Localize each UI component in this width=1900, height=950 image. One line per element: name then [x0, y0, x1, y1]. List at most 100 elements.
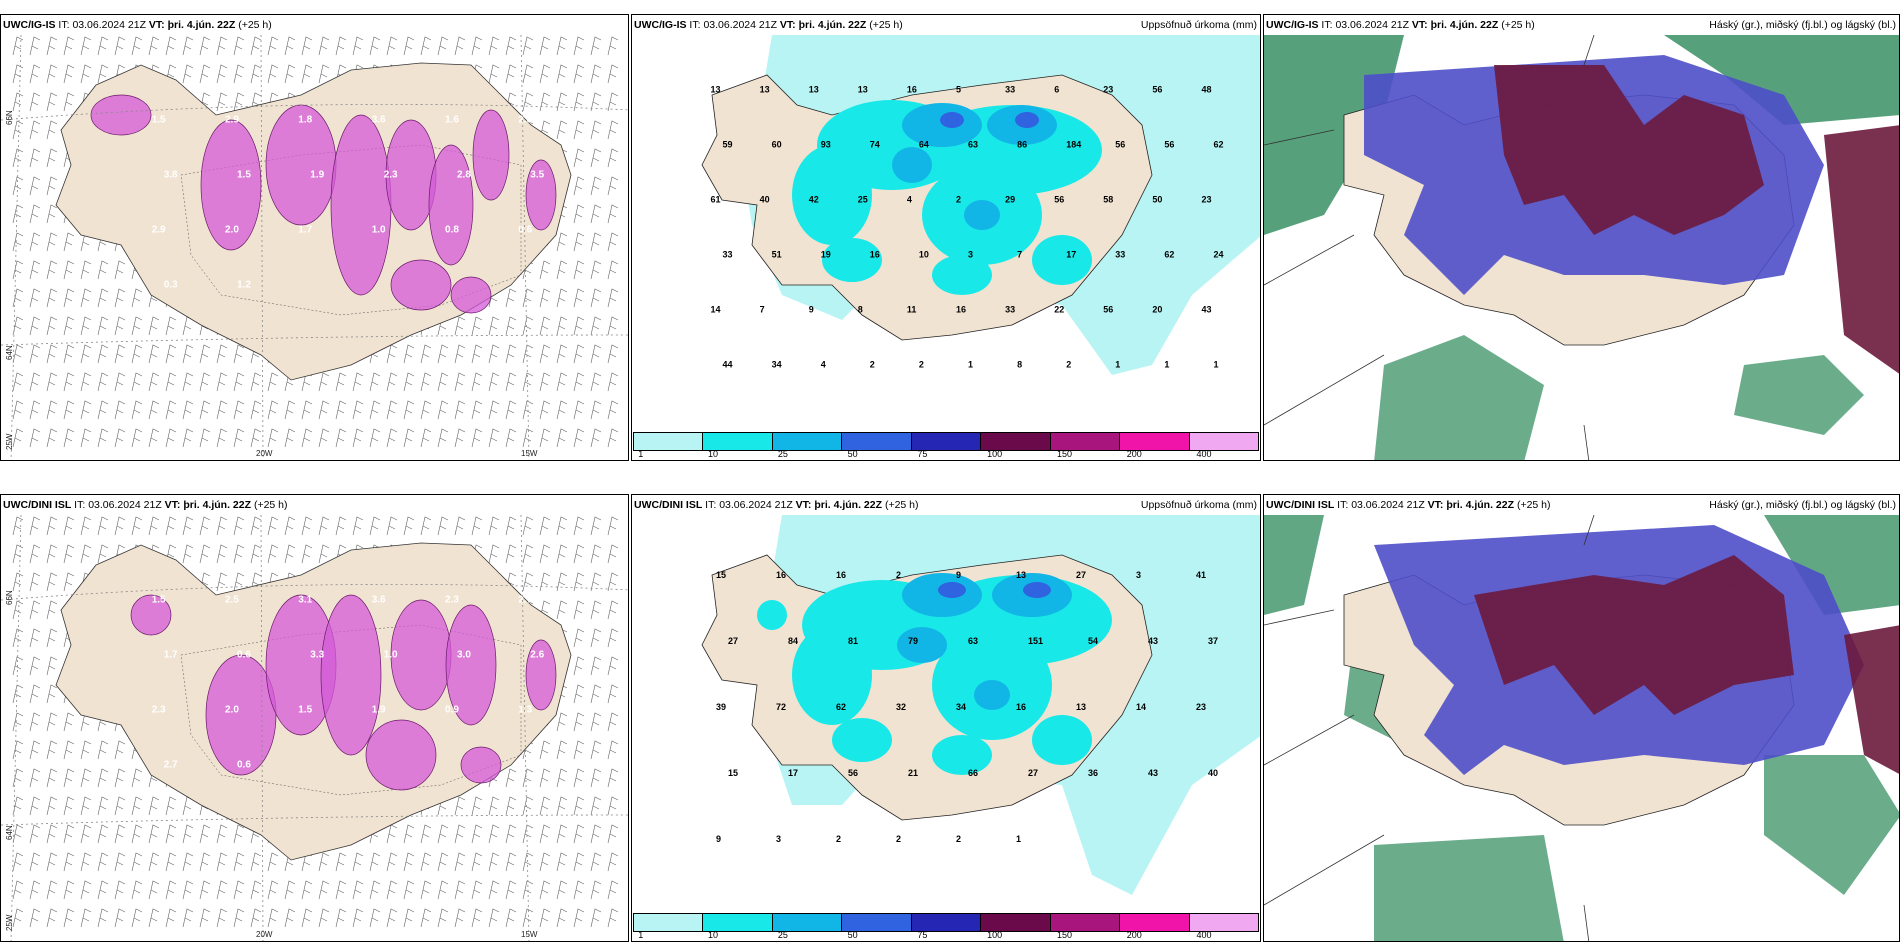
wind-barb — [46, 372, 58, 392]
wind-barb — [590, 344, 602, 364]
legend-swatch — [703, 914, 773, 931]
wind-barb — [454, 400, 466, 420]
wind-barb — [165, 908, 177, 928]
wind-barb — [29, 516, 41, 536]
mid-cloud-region — [1824, 125, 1899, 374]
wind-barb — [386, 344, 398, 364]
wind-barb — [607, 232, 619, 252]
wind-barb — [573, 880, 585, 900]
wind-barb — [233, 372, 245, 392]
wind-barb — [131, 316, 143, 336]
wind-barb — [233, 824, 245, 844]
panel-cloud-dini: UWC/DINI ISL IT: 03.06.2024 21Z VT: þri.… — [1263, 494, 1900, 942]
lon-label: 15W — [521, 930, 538, 939]
wind-barb — [114, 880, 126, 900]
wind-barb — [505, 908, 517, 928]
legend-swatch — [842, 914, 912, 931]
wind-barb — [607, 260, 619, 280]
precip-value-label: 41 — [1196, 570, 1206, 580]
wind-barb — [46, 908, 58, 928]
wind-barb — [556, 880, 568, 900]
precip-value-label: 2 — [919, 360, 924, 370]
wind-barb — [80, 768, 92, 788]
precip-value-label: 10 — [919, 250, 929, 260]
wind-barb — [471, 852, 483, 872]
wind-map: 1.5 2.5 3.1 3.6 2.3 2.7 1.7 0.6 3.3 1.0 3.0 2.6 2.3 2… — [1, 515, 628, 941]
wind-barb — [12, 120, 24, 140]
wind-barb — [12, 628, 24, 648]
wind-barb — [454, 796, 466, 816]
wind-barb — [403, 908, 415, 928]
wind-barb — [607, 176, 619, 196]
precip-value-label: 2 — [956, 195, 961, 205]
lon-label: 20W — [256, 930, 273, 939]
precip-value-label: 62 — [1164, 250, 1174, 260]
wind-barb — [505, 400, 517, 420]
legend-swatch — [634, 433, 704, 450]
wind-barb — [29, 572, 41, 592]
wind-barb — [29, 120, 41, 140]
precip-value-label: 60 — [772, 140, 782, 150]
wind-barb — [590, 120, 602, 140]
wind-barb — [573, 908, 585, 928]
wind-barb — [199, 428, 211, 448]
wind-barb — [386, 908, 398, 928]
wind-barb — [182, 64, 194, 84]
precip-value-label: 43 — [1202, 305, 1212, 315]
wind-value-label: 2.3 — [384, 170, 398, 181]
wind-value-label: 2.6 — [530, 650, 544, 661]
precip-value-label: 184 — [1066, 140, 1081, 150]
precip-value-label: 16 — [836, 570, 846, 580]
wind-barb — [29, 36, 41, 56]
wind-barb — [471, 824, 483, 844]
precip-value-label: 50 — [1152, 195, 1162, 205]
precip-value-label: 58 — [1103, 195, 1113, 205]
wind-barb — [216, 92, 228, 112]
wind-barb — [29, 656, 41, 676]
wind-barb — [63, 852, 75, 872]
legend-tick-label: 50 — [847, 449, 858, 459]
wind-barb — [352, 400, 364, 420]
wind-barb — [556, 232, 568, 252]
wind-barb — [573, 344, 585, 364]
wind-barb — [29, 684, 41, 704]
wind-barb — [80, 516, 92, 536]
wind-barb — [29, 232, 41, 252]
wind-barb — [539, 796, 551, 816]
wind-barb — [80, 64, 92, 84]
wind-barb — [301, 544, 313, 564]
wind-barb — [182, 516, 194, 536]
wind-barb — [369, 516, 381, 536]
precip-value-label: 14 — [1136, 702, 1146, 712]
legend-tick-label: 75 — [917, 930, 928, 940]
wind-barb — [148, 824, 160, 844]
precip-value-label: 33 — [1005, 85, 1015, 95]
wind-barb — [573, 176, 585, 196]
wind-barb — [386, 852, 398, 872]
wind-barb — [199, 400, 211, 420]
wind-barb — [590, 600, 602, 620]
wind-barb — [386, 36, 398, 56]
wind-barb — [607, 880, 619, 900]
vertical-motion-field — [90, 94, 557, 314]
wind-barb — [131, 428, 143, 448]
wind-barb — [352, 428, 364, 448]
wind-barb — [437, 344, 449, 364]
wind-map: 1.5 2.9 1.8 3.6 1.6 2.5 3.8 1.5 1.9 2.3 2.8 3.5 2.9 2… — [1, 35, 628, 460]
wind-barb — [522, 852, 534, 872]
wind-barb — [539, 740, 551, 760]
wind-barb — [573, 36, 585, 56]
legend-bar — [633, 432, 1259, 451]
wind-barb — [250, 428, 262, 448]
precip-value-label: 37 — [1208, 636, 1218, 646]
wind-barb — [267, 852, 279, 872]
wind-barb — [165, 824, 177, 844]
wind-barb — [284, 36, 296, 56]
wind-barb — [12, 656, 24, 676]
wind-barb — [165, 516, 177, 536]
wind-barb — [437, 428, 449, 448]
wind-barb — [420, 372, 432, 392]
wind-barb — [369, 36, 381, 56]
wind-barb — [29, 544, 41, 564]
precip-value-label: 3 — [1136, 570, 1141, 580]
